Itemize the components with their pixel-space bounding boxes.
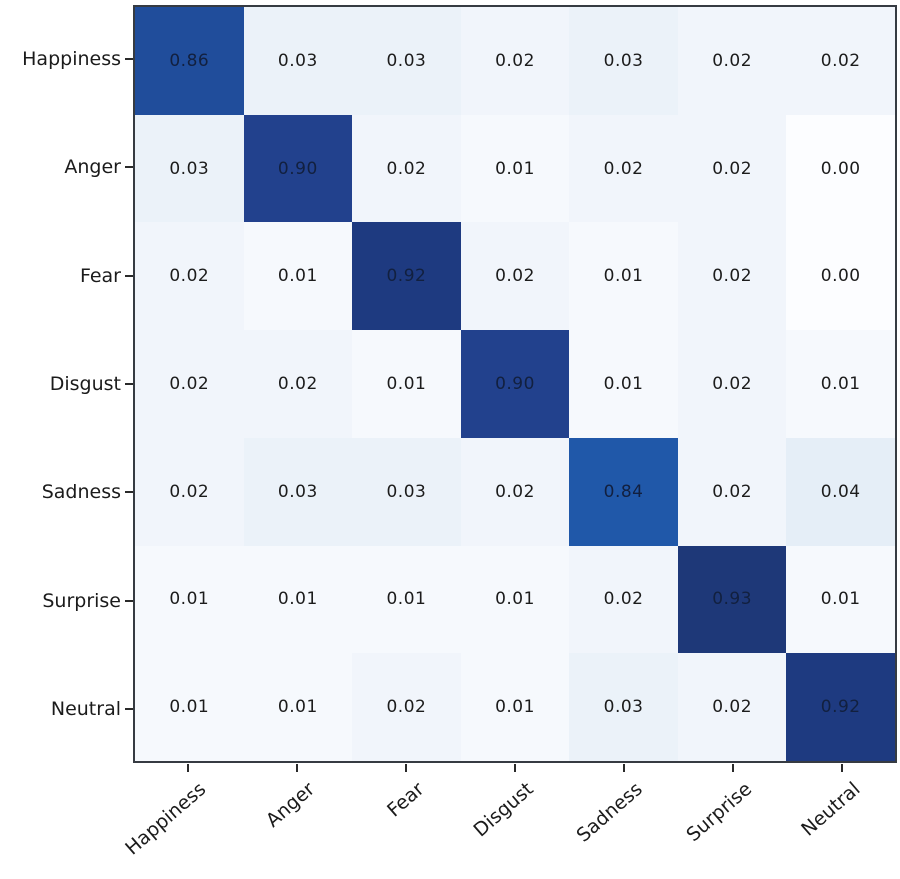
col-label-fear: Fear bbox=[382, 778, 429, 822]
matrix-cell: 0.03 bbox=[135, 114, 244, 223]
matrix-cell: 0.90 bbox=[460, 330, 570, 438]
matrix-cell: 0.02 bbox=[569, 545, 678, 654]
matrix-cell: 0.90 bbox=[243, 114, 353, 223]
x-tick bbox=[623, 764, 626, 772]
matrix-cell: 0.02 bbox=[569, 114, 678, 223]
x-tick bbox=[732, 764, 735, 772]
matrix-cell: 0.01 bbox=[352, 545, 461, 654]
matrix-cell: 0.02 bbox=[677, 7, 787, 115]
y-tick bbox=[125, 166, 133, 169]
y-tick bbox=[125, 58, 133, 61]
matrix-cell: 0.02 bbox=[460, 222, 570, 331]
x-tick bbox=[404, 764, 407, 772]
matrix-cell: 0.01 bbox=[786, 545, 895, 654]
row-label-anger: Anger bbox=[64, 156, 121, 179]
matrix-cell: 0.01 bbox=[569, 330, 678, 438]
x-tick bbox=[514, 764, 516, 772]
matrix-cell: 0.01 bbox=[135, 653, 244, 761]
matrix-cell: 0.02 bbox=[677, 653, 787, 761]
heatmap-plot-area: 0.86 0.03 0.03 0.02 0.03 0.02 0.02 0.03 0.90 0.02… bbox=[133, 5, 897, 763]
matrix-cell: 0.02 bbox=[677, 114, 787, 223]
matrix-cell: 0.01 bbox=[135, 545, 244, 654]
matrix-cell: 0.86 bbox=[135, 7, 244, 115]
matrix-cell: 0.02 bbox=[460, 7, 570, 115]
matrix-cell: 0.02 bbox=[135, 222, 244, 331]
col-label-sadness: Sadness bbox=[572, 778, 647, 847]
matrix-cell: 0.01 bbox=[460, 545, 570, 654]
matrix-cell: 0.00 bbox=[786, 222, 895, 331]
matrix-cell: 0.00 bbox=[786, 114, 895, 223]
y-tick bbox=[125, 599, 133, 602]
y-tick bbox=[125, 274, 133, 277]
matrix-cell: 0.02 bbox=[460, 437, 570, 546]
matrix-cell: 0.03 bbox=[352, 7, 461, 115]
matrix-cell: 0.02 bbox=[786, 7, 895, 115]
matrix-cell: 0.02 bbox=[135, 330, 244, 438]
matrix-cell: 0.01 bbox=[569, 222, 678, 331]
matrix-cell: 0.03 bbox=[243, 7, 353, 115]
matrix-cell: 0.02 bbox=[352, 114, 461, 223]
matrix-cell: 0.04 bbox=[786, 437, 895, 546]
matrix-cell: 0.92 bbox=[352, 222, 461, 331]
matrix-cell: 0.01 bbox=[352, 330, 461, 438]
row-label-happiness: Happiness bbox=[22, 48, 121, 71]
matrix-cell: 0.02 bbox=[135, 437, 244, 546]
matrix-cell: 0.03 bbox=[569, 7, 678, 115]
matrix-cell: 0.84 bbox=[569, 437, 678, 546]
matrix-cell: 0.01 bbox=[243, 545, 353, 654]
matrix-cell: 0.01 bbox=[460, 114, 570, 223]
matrix-cell: 0.03 bbox=[243, 437, 353, 546]
x-tick bbox=[186, 764, 189, 772]
matrix-cell: 0.01 bbox=[786, 330, 895, 438]
matrix-cell: 0.02 bbox=[677, 222, 787, 331]
row-label-disgust: Disgust bbox=[49, 373, 121, 395]
row-label-sadness: Sadness bbox=[41, 481, 121, 504]
matrix-cell: 0.03 bbox=[352, 437, 461, 546]
matrix-cell: 0.02 bbox=[352, 653, 461, 761]
col-label-disgust: Disgust bbox=[469, 778, 538, 842]
matrix-cell: 0.02 bbox=[677, 330, 787, 438]
col-label-neutral: Neutral bbox=[797, 778, 865, 841]
matrix-cell: 0.02 bbox=[677, 437, 787, 546]
matrix-cell: 0.93 bbox=[677, 545, 787, 654]
col-label-surprise: Surprise bbox=[681, 778, 756, 847]
matrix-cell: 0.92 bbox=[786, 653, 895, 761]
row-label-fear: Fear bbox=[79, 264, 121, 287]
x-tick bbox=[295, 764, 298, 772]
y-tick bbox=[125, 491, 133, 494]
matrix-cell: 0.01 bbox=[460, 653, 570, 761]
row-label-surprise: Surprise bbox=[42, 589, 121, 612]
col-label-happiness: Happiness bbox=[120, 778, 210, 860]
matrix-cell: 0.03 bbox=[569, 653, 678, 761]
matrix-cell: 0.02 bbox=[243, 330, 353, 438]
matrix-cell: 0.01 bbox=[243, 222, 353, 331]
x-tick bbox=[841, 764, 844, 772]
col-label-anger: Anger bbox=[261, 778, 320, 832]
y-tick bbox=[125, 707, 133, 710]
row-label-neutral: Neutral bbox=[50, 697, 121, 720]
matrix-cell: 0.01 bbox=[243, 653, 353, 761]
y-tick bbox=[125, 383, 133, 385]
